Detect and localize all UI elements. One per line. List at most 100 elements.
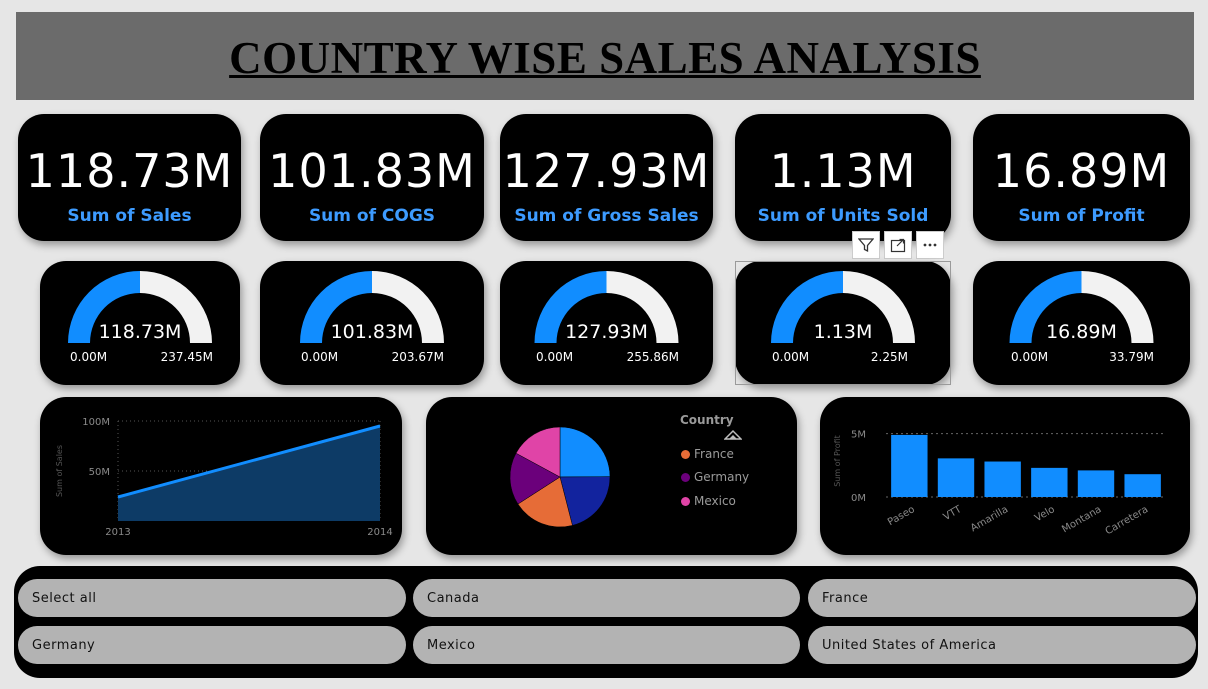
x-tick-label: 2014 <box>367 527 392 538</box>
gauge-fill <box>534 271 607 343</box>
selected-visual-frame <box>735 261 951 385</box>
slicer-item-france[interactable]: France <box>808 579 1196 617</box>
country-slicer: Select all Canada France Germany Mexico … <box>14 566 1198 678</box>
x-tick-label: Carretera <box>1104 504 1151 537</box>
kpi-card-units-sold[interactable]: 1.13M Sum of Units Sold <box>735 114 951 241</box>
gauge-max: 203.67M <box>391 350 444 364</box>
kpi-card-gross-sales[interactable]: 127.93M Sum of Gross Sales <box>500 114 713 241</box>
area-chart: 100M 50M 2013 2014 Sum of Sales <box>55 417 393 538</box>
legend-swatch <box>681 496 690 506</box>
bar[interactable] <box>1031 467 1068 497</box>
bar[interactable] <box>1124 474 1161 497</box>
pie-slice[interactable] <box>559 476 611 526</box>
gauge-track <box>606 271 679 343</box>
kpi-card-cogs[interactable]: 101.83M Sum of COGS <box>260 114 484 241</box>
gauge-min: 0.00M <box>772 350 810 364</box>
bar-chart-card[interactable]: 5M 0M Paseo VTT Amarilla Velo Montana Carretera… <box>820 397 1190 555</box>
pie-slice[interactable] <box>515 426 561 478</box>
bar[interactable] <box>984 461 1021 497</box>
x-tick-label: 2013 <box>105 527 130 538</box>
gauge-fill <box>1009 271 1082 343</box>
x-tick-label: Paseo <box>886 504 917 528</box>
gauge-max: 255.86M <box>626 350 679 364</box>
kpi-label: Sum of Units Sold <box>757 206 929 226</box>
gauge-card-units-sold[interactable]: 1.13M 0.00M 2.25M <box>735 261 951 385</box>
gauge-value: 16.89M <box>1046 321 1117 343</box>
area-fill <box>118 426 380 521</box>
legend-title: Country <box>680 413 734 427</box>
kpi-label: Sum of Profit <box>1018 206 1145 226</box>
pie-slice[interactable] <box>509 452 561 505</box>
kpi-value: 101.83M <box>268 144 476 198</box>
gauge-arc <box>534 271 679 343</box>
gauge-card-gross-sales[interactable]: 127.93M 0.00M 255.86M <box>500 261 713 385</box>
y-axis-label: Sum of Profit <box>833 435 842 487</box>
slicer-item-usa[interactable]: United States of America <box>808 626 1196 664</box>
gauge-fill <box>68 271 140 343</box>
kpi-value: 1.13M <box>769 144 917 198</box>
legend-label: Germany <box>694 470 750 484</box>
gauge-arc <box>300 271 444 343</box>
pie-chart <box>509 426 611 528</box>
legend-item-mexico[interactable]: Mexico <box>681 494 736 508</box>
kpi-card-profit[interactable]: 16.89M Sum of Profit <box>973 114 1190 241</box>
bar[interactable] <box>1077 470 1115 497</box>
gauge-fill <box>300 271 372 343</box>
focus-mode-icon[interactable] <box>884 231 912 259</box>
x-tick-label: Velo <box>1033 504 1057 524</box>
legend-item-france[interactable]: France <box>681 447 734 461</box>
gauge-min: 0.00M <box>536 350 574 364</box>
x-tick-label: VTT <box>942 504 965 523</box>
legend-item-germany[interactable]: Germany <box>681 470 749 484</box>
bar[interactable] <box>891 434 928 497</box>
gauge-track <box>140 271 212 343</box>
more-options-icon[interactable] <box>916 231 944 259</box>
pie-chart-card[interactable]: Country France Germany Mexico <box>426 397 797 555</box>
gauge-track <box>1081 271 1154 343</box>
gauge-arc <box>1009 271 1154 343</box>
y-tick-label: 0M <box>851 493 866 504</box>
gauge-value: 127.93M <box>565 321 648 343</box>
gauge-arc <box>68 271 212 343</box>
slicer-item-canada[interactable]: Canada <box>413 579 800 617</box>
gauge-card-cogs[interactable]: 101.83M 0.00M 203.67M <box>260 261 484 385</box>
x-tick-label: Amarilla <box>969 504 1010 534</box>
gauge-card-profit[interactable]: 16.89M 0.00M 33.79M <box>973 261 1190 385</box>
pie-slice[interactable] <box>517 476 573 528</box>
y-tick-label: 5M <box>851 430 866 441</box>
gauge-max: 33.79M <box>1109 350 1154 364</box>
gauge-min: 0.00M <box>1011 350 1049 364</box>
kpi-label: Sum of COGS <box>308 206 436 226</box>
y-tick-label: 100M <box>82 417 110 428</box>
pie-slice[interactable] <box>559 426 611 478</box>
gauge-min: 0.00M <box>70 350 108 364</box>
gauge-track <box>843 271 915 343</box>
kpi-label: Sum of Gross Sales <box>514 206 699 226</box>
kpi-value: 118.73M <box>25 144 234 198</box>
legend-swatch <box>681 449 690 459</box>
legend-scroll-up-icon[interactable] <box>724 429 742 441</box>
slicer-item-select-all[interactable]: Select all <box>18 579 406 617</box>
gauge-arc <box>771 271 915 343</box>
gauge-card-sales[interactable]: 118.73M 0.00M 237.45M <box>40 261 240 385</box>
slicer-item-mexico[interactable]: Mexico <box>413 626 800 664</box>
gauge-fill <box>771 271 843 343</box>
gauge-max: 2.25M <box>870 350 908 364</box>
gauge-min: 0.00M <box>301 350 339 364</box>
gauge-value: 1.13M <box>813 321 873 343</box>
kpi-label: Sum of Sales <box>67 206 192 226</box>
page-title: COUNTRY WISE SALES ANALYSIS <box>229 33 981 83</box>
series-line[interactable] <box>117 424 381 499</box>
gauge-track <box>372 271 444 343</box>
gauge-max: 237.45M <box>160 350 213 364</box>
title-bar: COUNTRY WISE SALES ANALYSIS <box>16 12 1194 100</box>
kpi-card-sales[interactable]: 118.73M Sum of Sales <box>18 114 241 241</box>
bar[interactable] <box>937 458 975 497</box>
slicer-item-germany[interactable]: Germany <box>18 626 406 664</box>
visual-header-toolbar <box>852 231 944 259</box>
area-chart-card[interactable]: 100M 50M 2013 2014 Sum of Sales <box>40 397 402 555</box>
gauge-value: 101.83M <box>330 321 414 343</box>
filter-icon[interactable] <box>852 231 880 259</box>
kpi-value: 16.89M <box>992 144 1171 198</box>
legend-swatch <box>681 472 690 482</box>
